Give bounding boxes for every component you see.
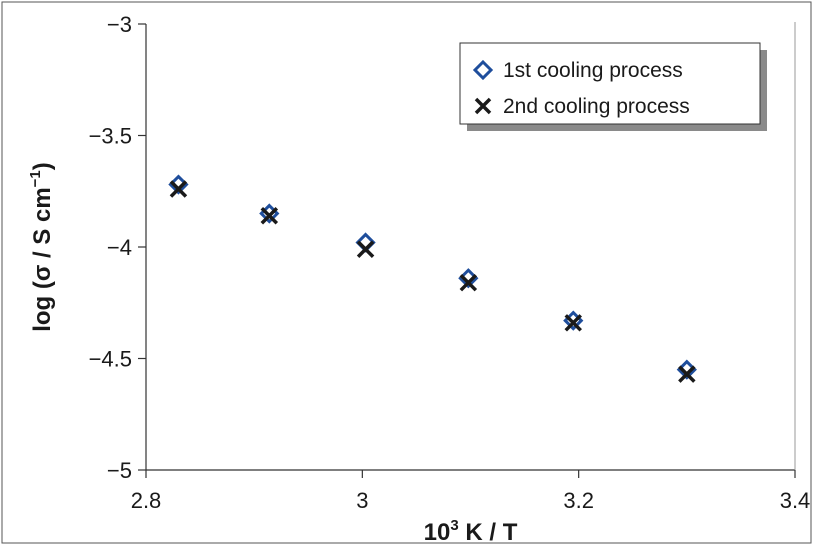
x-marker xyxy=(564,314,582,332)
y-tick-label: −4.5 xyxy=(89,347,132,372)
y-tick-label: −4 xyxy=(107,235,132,260)
legend-label-series-1: 1st cooling process xyxy=(503,59,683,82)
x-marker xyxy=(169,180,188,198)
y-axis-title-prefix: log (σ / S cm xyxy=(29,187,56,331)
x-axis-title-base: 10 xyxy=(424,519,451,546)
x-axis-title: 103 K / T xyxy=(424,517,518,546)
y-tick-label: −3 xyxy=(107,12,132,37)
legend-diamond-icon xyxy=(472,59,494,81)
x-tick-label: 3.4 xyxy=(780,488,811,513)
y-axis-title-superscript: −1 xyxy=(27,170,44,187)
y-tick-label: −3.5 xyxy=(89,124,132,149)
legend-label-series-2: 2nd cooling process xyxy=(503,95,690,118)
legend-x-icon xyxy=(474,97,492,115)
x-axis-title-rest: K / T xyxy=(459,519,518,546)
x-marker xyxy=(260,207,279,225)
x-tick-label: 2.8 xyxy=(131,488,162,513)
y-ticks: −3 −3.5 −4 −4.5 −5 xyxy=(89,12,146,483)
axes: −3 −3.5 −4 −4.5 −5 2.8 3 3.2 3.4 xyxy=(89,12,811,513)
x-ticks: 2.8 3 3.2 3.4 xyxy=(131,470,811,513)
x-marker xyxy=(356,240,375,258)
y-axis-title-suffix: ) xyxy=(29,162,56,170)
legend-box xyxy=(459,42,761,125)
x-axis-title-superscript: 3 xyxy=(450,517,458,534)
x-tick-label: 3 xyxy=(356,488,368,513)
y-axis-title: log (σ / S cm−1) xyxy=(27,162,56,332)
x-tick-label: 3.2 xyxy=(563,488,594,513)
y-tick-label: −5 xyxy=(107,458,132,483)
data-markers xyxy=(168,174,697,383)
x-marker xyxy=(678,365,696,383)
x-marker xyxy=(459,273,478,292)
legend: 1st cooling process 2nd cooling process xyxy=(459,42,767,131)
